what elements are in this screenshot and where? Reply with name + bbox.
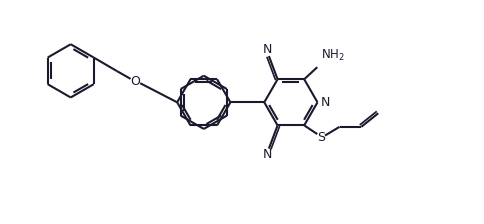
- Text: NH$_2$: NH$_2$: [320, 48, 344, 63]
- Text: S: S: [317, 131, 324, 144]
- Text: N: N: [263, 148, 272, 162]
- Text: N: N: [320, 96, 330, 109]
- Text: O: O: [130, 75, 140, 88]
- Text: N: N: [263, 43, 272, 56]
